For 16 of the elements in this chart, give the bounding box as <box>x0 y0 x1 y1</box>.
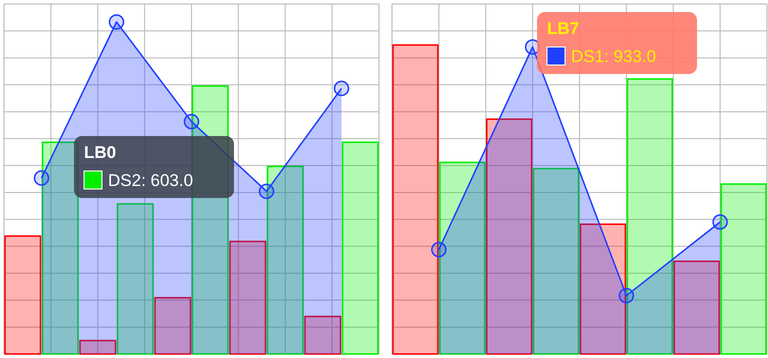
point <box>431 242 447 258</box>
text: LB7 <box>547 19 580 38</box>
bar <box>392 44 439 355</box>
annotation: LB0 <box>84 143 116 162</box>
annotation: DS2: 603.0 <box>108 171 194 190</box>
point <box>618 288 634 304</box>
point <box>108 14 124 30</box>
annotation: DS1: 933.0 <box>571 47 656 66</box>
bar <box>342 142 379 355</box>
point <box>258 184 274 200</box>
bar <box>720 183 767 355</box>
point <box>712 214 728 230</box>
bar <box>4 235 42 355</box>
point <box>334 80 350 96</box>
point <box>34 170 50 186</box>
point <box>184 114 200 130</box>
